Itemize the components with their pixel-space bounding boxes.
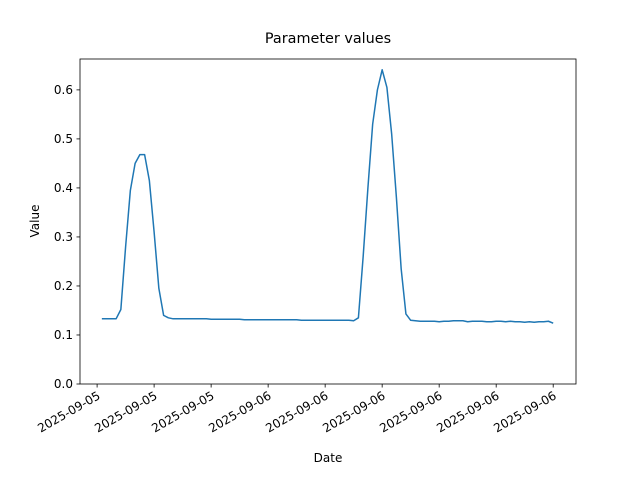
plot-frame xyxy=(79,58,577,385)
y-tick-label: 0.6 xyxy=(54,83,73,97)
y-tick-label: 0.0 xyxy=(54,377,73,391)
chart-title: Parameter values xyxy=(265,31,391,47)
y-tick-label: 0.4 xyxy=(54,181,73,195)
y-tick-label: 0.3 xyxy=(54,230,73,244)
y-axis-label: Value xyxy=(28,205,42,238)
x-axis-label: Date xyxy=(314,451,343,465)
data-line xyxy=(101,69,554,324)
y-tick-label: 0.1 xyxy=(54,328,73,342)
y-tick-label: 0.2 xyxy=(54,279,73,293)
y-tick-label: 0.5 xyxy=(54,132,73,146)
